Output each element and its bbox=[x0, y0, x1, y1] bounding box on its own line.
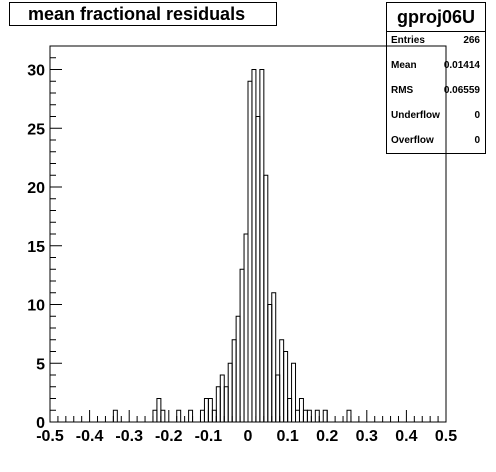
histogram-bin bbox=[199, 409, 205, 422]
histogram-bin bbox=[243, 233, 249, 422]
stats-value: 0.01414 bbox=[443, 60, 480, 71]
x-tick-label: -0.5 bbox=[36, 428, 64, 445]
histogram-bin bbox=[152, 409, 158, 422]
histogram-bin bbox=[271, 292, 277, 422]
stats-row-entries: Entries 266 bbox=[391, 31, 480, 51]
histogram-bin bbox=[255, 116, 261, 422]
histogram-bin bbox=[156, 398, 162, 422]
histogram-bin bbox=[235, 315, 241, 422]
histogram-bin bbox=[176, 409, 182, 422]
histogram-bin bbox=[346, 409, 352, 422]
histogram-bin bbox=[283, 351, 289, 422]
histogram-bin bbox=[275, 374, 281, 422]
y-tick-label: 10 bbox=[27, 298, 45, 315]
x-tick-label: -0.4 bbox=[76, 428, 104, 445]
histogram-bin bbox=[160, 409, 166, 422]
y-tick-label: 30 bbox=[27, 63, 45, 80]
histogram-bin bbox=[203, 398, 209, 422]
histogram-bin bbox=[247, 80, 253, 422]
y-tick-label: 25 bbox=[27, 121, 45, 138]
histogram-bin bbox=[314, 409, 320, 422]
histogram-bin bbox=[322, 409, 328, 422]
histogram-bin bbox=[207, 398, 213, 422]
x-tick-label: 0.1 bbox=[276, 428, 298, 445]
x-tick-label: -0.1 bbox=[195, 428, 223, 445]
histogram-bin bbox=[211, 409, 217, 422]
x-tick-label: 0.5 bbox=[435, 428, 457, 445]
histogram-bin bbox=[219, 374, 225, 422]
stats-row-rms: RMS 0.06559 bbox=[391, 81, 480, 101]
histogram-bin bbox=[227, 362, 233, 422]
histogram-title-box: mean fractional residuals bbox=[9, 2, 277, 26]
stats-histogram-name: gproj06U bbox=[387, 3, 485, 32]
stats-box: gproj06U Entries 266 Mean 0.01414 RMS 0.… bbox=[386, 2, 486, 154]
histogram-bin bbox=[112, 409, 118, 422]
histogram-bin bbox=[302, 409, 308, 422]
histogram-bin bbox=[306, 409, 312, 422]
stats-value: 266 bbox=[463, 35, 480, 46]
x-tick-label: 0.3 bbox=[356, 428, 378, 445]
histogram-bin bbox=[223, 386, 229, 422]
histogram-bin bbox=[239, 268, 245, 422]
x-tick-label: -0.3 bbox=[115, 428, 143, 445]
histogram-bin bbox=[251, 69, 257, 422]
histogram-bin bbox=[263, 174, 269, 422]
stats-value: 0.06559 bbox=[443, 85, 480, 96]
x-tick-label: 0.4 bbox=[395, 428, 417, 445]
histogram-title: mean fractional residuals bbox=[28, 4, 246, 24]
histogram-bin bbox=[267, 304, 273, 422]
histogram-bin bbox=[295, 409, 300, 422]
stats-label: RMS bbox=[391, 85, 414, 96]
histogram-bin bbox=[287, 398, 293, 422]
y-tick-label: 0 bbox=[36, 415, 45, 432]
x-tick-label: 0.2 bbox=[316, 428, 338, 445]
y-tick-label: 5 bbox=[36, 356, 45, 373]
stats-row-overflow: Overflow 0 bbox=[391, 131, 480, 151]
stats-label: Underflow bbox=[391, 110, 440, 121]
histogram-bin bbox=[215, 386, 221, 422]
histogram-bin bbox=[291, 362, 297, 422]
stats-row-mean: Mean 0.01414 bbox=[391, 56, 480, 76]
histogram-bin bbox=[188, 409, 194, 422]
stats-row-underflow: Underflow 0 bbox=[391, 106, 480, 126]
stats-label: Overflow bbox=[391, 135, 434, 146]
y-tick-label: 15 bbox=[27, 239, 45, 256]
stats-label: Mean bbox=[391, 60, 417, 71]
histogram-bin bbox=[231, 339, 237, 422]
histogram-bin bbox=[259, 69, 265, 422]
histogram-bin bbox=[298, 398, 304, 422]
stats-label: Entries bbox=[391, 35, 425, 46]
histogram-bin bbox=[279, 339, 285, 422]
stats-value: 0 bbox=[474, 110, 480, 121]
x-tick-label: 0 bbox=[244, 428, 253, 445]
stats-value: 0 bbox=[474, 135, 480, 146]
y-tick-label: 20 bbox=[27, 180, 45, 197]
x-tick-label: -0.2 bbox=[155, 428, 183, 445]
